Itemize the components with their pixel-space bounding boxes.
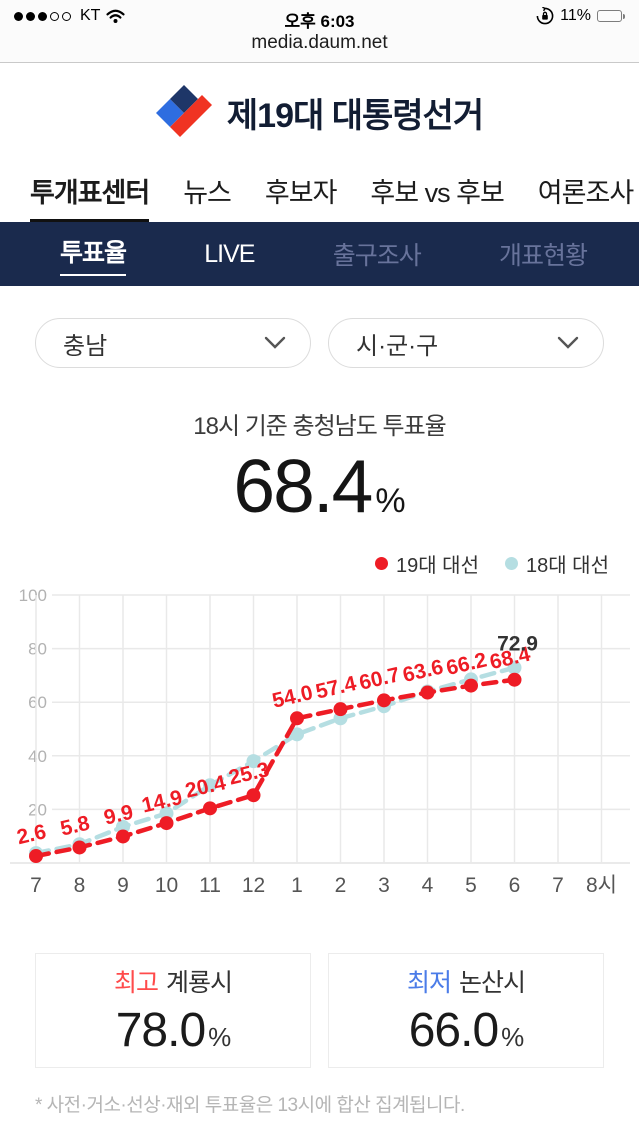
highest-turnout-card[interactable]: 최고 계룡시 78.0% <box>35 953 311 1068</box>
battery-icon <box>597 10 625 22</box>
svg-text:2.6: 2.6 <box>15 820 49 849</box>
tab-candidates[interactable]: 후보자 <box>264 178 338 208</box>
legend-dot-blue <box>504 557 518 570</box>
svg-text:100: 100 <box>19 586 47 605</box>
stat-boxes: 최고 계룡시 78.0% 최저 논산시 66.0% <box>0 953 639 1068</box>
svg-text:7: 7 <box>30 874 42 897</box>
tab-news[interactable]: 뉴스 <box>183 178 232 208</box>
highest-tag: 최고 <box>113 969 159 997</box>
highest-region-name: 계룡시 <box>166 969 233 997</box>
svg-text:8시: 8시 <box>586 874 617 897</box>
region-select[interactable]: 충남 <box>35 318 311 368</box>
lowest-value: 66.0 <box>408 1004 499 1057</box>
legend-label: 18대 대선 <box>525 555 609 577</box>
tab-vote-count-center[interactable]: 투개표센터 <box>30 171 150 222</box>
turnout-big-number: 68.4% <box>0 443 639 529</box>
district-select[interactable]: 시·군·구 <box>328 318 604 368</box>
subnav-exit-poll[interactable]: 출구조사 <box>332 242 422 270</box>
rotation-lock-icon <box>536 7 554 25</box>
svg-text:3: 3 <box>378 874 390 897</box>
svg-text:60.7: 60.7 <box>357 663 402 695</box>
legend-dot-red <box>374 557 388 570</box>
lowest-unit: % <box>501 1022 524 1052</box>
legend-item-19th: 19대 대선 <box>374 549 479 578</box>
svg-text:63.6: 63.6 <box>401 655 446 687</box>
svg-text:11: 11 <box>199 874 221 897</box>
status-bar: KT 오후 6:03 11% <box>0 0 639 32</box>
turnout-value: 68.4 <box>233 444 373 528</box>
site-header[interactable]: 제19대 대통령선거 <box>0 63 639 162</box>
tab-candidate-vs-candidate[interactable]: 후보 vs 후보 <box>370 178 504 208</box>
footnote-text: * 사전·거소·선상·재외 투표율은 13시에 합산 집계됩니다. <box>35 1095 465 1116</box>
signal-strength-icon <box>14 11 71 21</box>
svg-text:20.4: 20.4 <box>183 771 228 803</box>
svg-text:10: 10 <box>155 874 178 897</box>
highest-value: 78.0 <box>115 1004 206 1057</box>
tab-polls[interactable]: 여론조사 <box>537 178 634 208</box>
legend-item-18th: 18대 대선 <box>504 549 609 578</box>
region-select-value: 충남 <box>63 332 108 360</box>
svg-text:57.4: 57.4 <box>314 672 359 704</box>
svg-text:20: 20 <box>28 800 47 819</box>
svg-text:72.9: 72.9 <box>497 633 538 656</box>
battery-percentage: 11% <box>560 7 591 24</box>
svg-text:9: 9 <box>117 874 129 897</box>
district-select-value: 시·군·구 <box>356 332 439 360</box>
turnout-title: 18시 기준 충청남도 투표율 <box>193 413 447 440</box>
svg-text:6: 6 <box>509 874 521 897</box>
wifi-icon <box>106 9 125 23</box>
svg-text:14.9: 14.9 <box>140 786 185 818</box>
svg-text:60: 60 <box>28 693 47 712</box>
url-text: media.daum.net <box>251 32 388 53</box>
chevron-down-icon <box>557 336 579 349</box>
svg-text:54.0: 54.0 <box>270 681 315 713</box>
lowest-tag: 최저 <box>406 969 452 997</box>
svg-text:7: 7 <box>552 874 564 897</box>
svg-text:25.3: 25.3 <box>227 758 272 790</box>
highest-unit: % <box>208 1022 231 1052</box>
svg-text:5: 5 <box>465 874 477 897</box>
svg-text:80: 80 <box>28 640 47 659</box>
carrier-label: KT <box>80 7 101 24</box>
svg-text:40: 40 <box>28 747 47 766</box>
main-tab-bar: 투개표센터 뉴스 후보자 후보 vs 후보 여론조사 #별별선거 <box>0 162 639 222</box>
svg-text:4: 4 <box>422 874 434 897</box>
svg-text:12: 12 <box>242 874 265 897</box>
svg-text:8: 8 <box>74 874 86 897</box>
browser-address-bar[interactable]: media.daum.net <box>0 32 639 63</box>
legend-label: 19대 대선 <box>395 555 479 577</box>
svg-text:2: 2 <box>335 874 347 897</box>
lowest-region-name: 논산시 <box>459 969 526 997</box>
chart-legend: 19대 대선 18대 대선 <box>0 549 609 578</box>
turnout-unit: % <box>375 482 406 520</box>
svg-text:1: 1 <box>291 874 303 897</box>
subnav-count-status[interactable]: 개표현황 <box>498 242 588 270</box>
lowest-turnout-card[interactable]: 최저 논산시 66.0% <box>328 953 604 1068</box>
subnav-turnout[interactable]: 투표율 <box>60 233 127 276</box>
svg-text:5.8: 5.8 <box>58 812 92 841</box>
region-filters: 충남 시·군·구 <box>0 318 639 368</box>
turnout-line-chart: 20 40 60 80 100 7 8 9 10 11 12 1 2 3 4 5 6 7 8시 2.6 5.8 9.9 14… <box>0 586 639 923</box>
chevron-down-icon <box>264 336 286 349</box>
election-logo-icon <box>155 85 212 137</box>
page-title: 제19대 대통령선거 <box>226 96 484 135</box>
subnav-live[interactable]: LIVE <box>204 239 255 268</box>
sub-nav-bar: 투표율 LIVE 출구조사 개표현황 <box>0 222 639 286</box>
